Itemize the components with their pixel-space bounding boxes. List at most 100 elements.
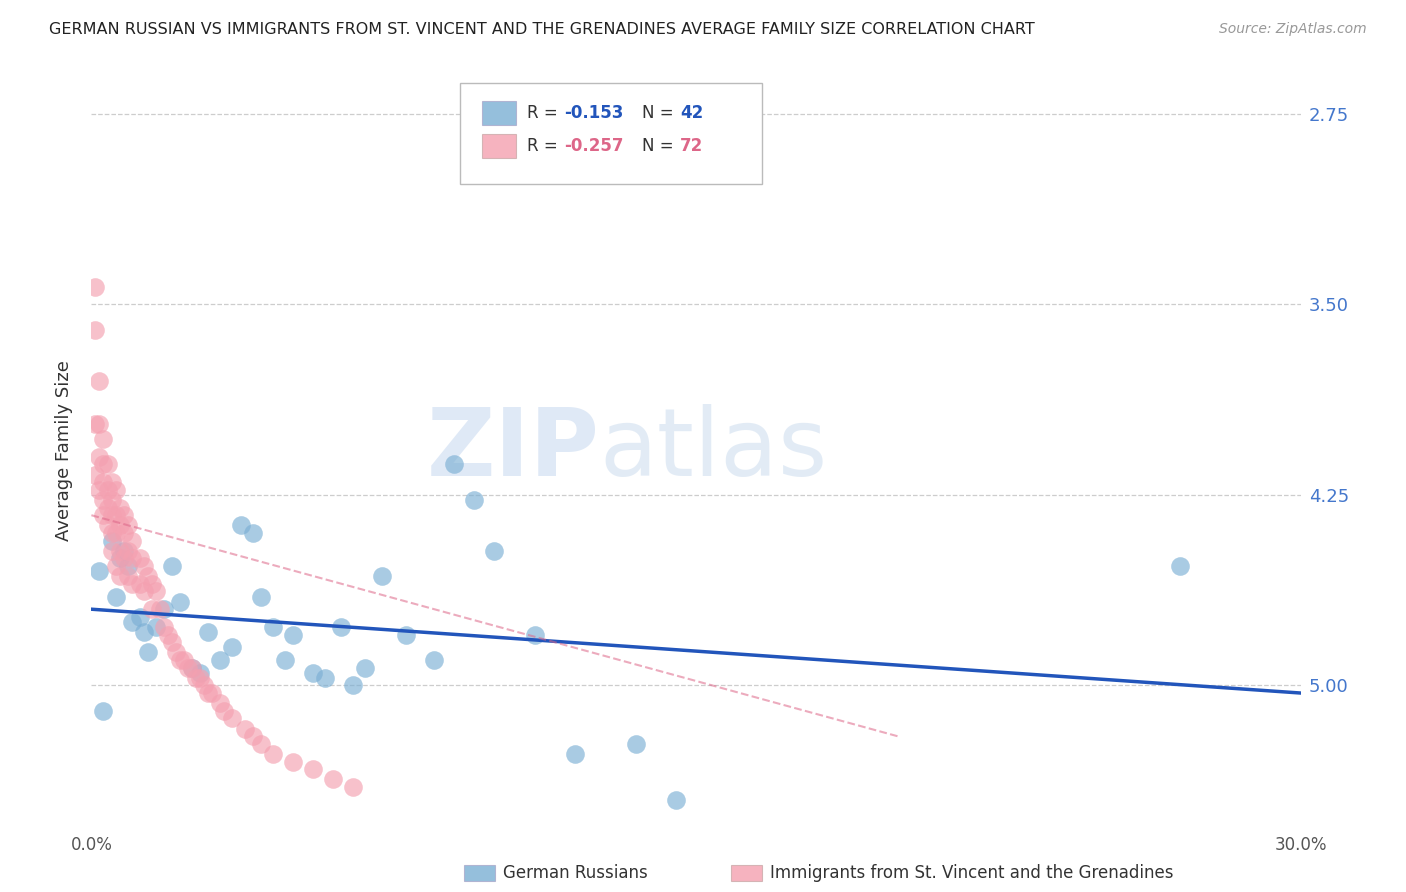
Point <box>108 500 131 515</box>
Point <box>197 686 219 700</box>
Text: -0.153: -0.153 <box>564 103 623 121</box>
Point <box>160 635 183 649</box>
FancyBboxPatch shape <box>482 101 516 125</box>
Point <box>112 551 135 566</box>
Point <box>128 576 150 591</box>
Point <box>104 483 127 497</box>
Point <box>330 620 353 634</box>
FancyBboxPatch shape <box>460 83 762 185</box>
Point <box>104 590 127 604</box>
Point <box>93 704 115 718</box>
Text: Immigrants from St. Vincent and the Grenadines: Immigrants from St. Vincent and the Gren… <box>770 864 1174 882</box>
Text: N =: N = <box>641 137 679 155</box>
FancyBboxPatch shape <box>482 135 516 158</box>
Point <box>89 450 111 464</box>
Point <box>100 533 122 548</box>
Point <box>104 508 127 523</box>
Point <box>145 584 167 599</box>
Point <box>249 737 271 751</box>
Point <box>108 543 131 558</box>
Point <box>128 551 150 566</box>
Text: 72: 72 <box>681 137 703 155</box>
Point <box>342 780 364 794</box>
Point <box>121 551 143 566</box>
Point <box>100 493 122 508</box>
Point <box>121 615 143 629</box>
Point <box>160 559 183 574</box>
Point <box>96 518 118 533</box>
Point <box>108 551 131 566</box>
Point <box>229 518 252 533</box>
Point <box>89 374 111 388</box>
Point <box>181 660 204 674</box>
Point <box>262 747 284 761</box>
Point <box>93 493 115 508</box>
Point <box>302 762 325 776</box>
Point <box>197 625 219 640</box>
Point <box>395 627 418 641</box>
Point <box>624 737 647 751</box>
Point <box>281 627 304 641</box>
Point <box>141 576 163 591</box>
Point <box>153 620 176 634</box>
Point <box>132 559 155 574</box>
Point <box>165 645 187 659</box>
Point <box>233 722 256 736</box>
Point <box>132 584 155 599</box>
Point <box>108 569 131 583</box>
Point <box>173 653 195 667</box>
Point <box>249 590 271 604</box>
Point <box>84 279 107 293</box>
Point <box>100 508 122 523</box>
Point <box>96 458 118 472</box>
Text: -0.257: -0.257 <box>564 137 624 155</box>
Point <box>136 645 159 659</box>
Text: ZIP: ZIP <box>426 404 599 497</box>
Point <box>188 665 211 680</box>
Point <box>188 671 211 685</box>
Point <box>186 671 208 685</box>
Point <box>221 640 243 655</box>
Point <box>209 696 232 710</box>
Point <box>209 653 232 667</box>
Point <box>84 417 107 431</box>
Point <box>104 559 127 574</box>
Point <box>181 660 204 674</box>
Point <box>141 602 163 616</box>
Point <box>463 493 485 508</box>
Point <box>1168 559 1191 574</box>
Point <box>96 483 118 497</box>
Point <box>153 602 176 616</box>
Point <box>96 500 118 515</box>
Point <box>112 508 135 523</box>
Point <box>121 576 143 591</box>
Point <box>423 653 446 667</box>
Point <box>89 417 111 431</box>
Y-axis label: Average Family Size: Average Family Size <box>55 360 73 541</box>
Point <box>128 610 150 624</box>
Point <box>322 772 344 787</box>
Point <box>100 475 122 490</box>
Point <box>100 543 122 558</box>
Point <box>156 627 179 641</box>
Point <box>201 686 224 700</box>
Text: Source: ZipAtlas.com: Source: ZipAtlas.com <box>1219 22 1367 37</box>
Point <box>221 711 243 725</box>
Text: German Russians: German Russians <box>503 864 648 882</box>
Point <box>281 755 304 769</box>
Point <box>132 625 155 640</box>
Point <box>117 569 139 583</box>
Point <box>93 475 115 490</box>
Point <box>136 569 159 583</box>
Point <box>93 432 115 446</box>
Point <box>121 533 143 548</box>
Point <box>84 323 107 337</box>
Text: GERMAN RUSSIAN VS IMMIGRANTS FROM ST. VINCENT AND THE GRENADINES AVERAGE FAMILY : GERMAN RUSSIAN VS IMMIGRANTS FROM ST. VI… <box>49 22 1035 37</box>
Text: atlas: atlas <box>599 404 828 497</box>
Point <box>89 564 111 578</box>
Text: R =: R = <box>527 103 562 121</box>
Point <box>262 620 284 634</box>
Point <box>314 671 336 685</box>
Point <box>302 665 325 680</box>
Point <box>443 458 465 472</box>
